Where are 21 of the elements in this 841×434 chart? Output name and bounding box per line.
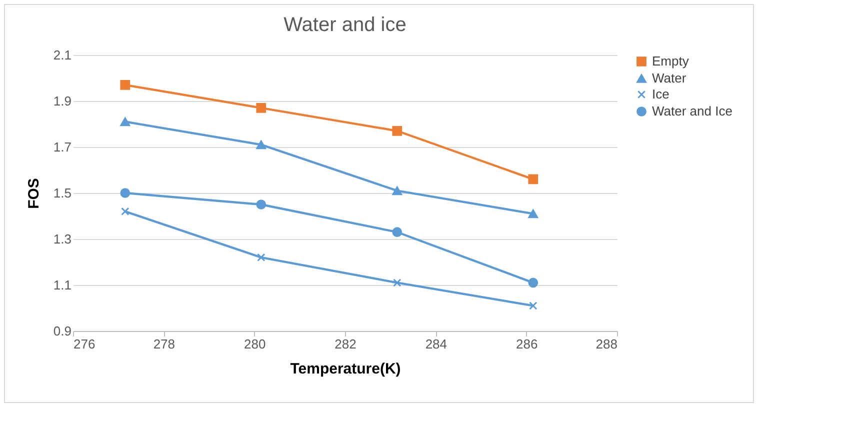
x-tick-label: 286: [516, 336, 538, 352]
legend-label: Ice: [652, 86, 670, 102]
x-tick-label: 282: [334, 336, 356, 352]
legend-label: Water: [652, 70, 687, 86]
y-tick-label: 1.7: [53, 140, 72, 154]
y-tick-label: 0.9: [53, 324, 72, 338]
y-tick-label: 1.1: [53, 278, 72, 292]
x-tick-label: 280: [244, 336, 266, 352]
y-tick-label: 2.1: [53, 48, 72, 62]
x-tick-label: 288: [596, 336, 618, 352]
y-tick-label: 1.3: [53, 232, 72, 246]
x-tick-label: 284: [425, 336, 448, 352]
x-tick-label: 278: [153, 336, 176, 352]
legend-label: Water and Ice: [652, 104, 732, 118]
x-tick-label: 276: [74, 336, 96, 352]
chart-title: Water and ice: [284, 14, 406, 36]
x-axis-title: Temperature(K): [290, 360, 401, 378]
legend-label: Empty: [652, 54, 690, 68]
y-tick-label: 1.5: [53, 186, 72, 200]
y-tick-label: 1.9: [53, 94, 72, 108]
y-axis-title: FOS: [25, 178, 42, 209]
